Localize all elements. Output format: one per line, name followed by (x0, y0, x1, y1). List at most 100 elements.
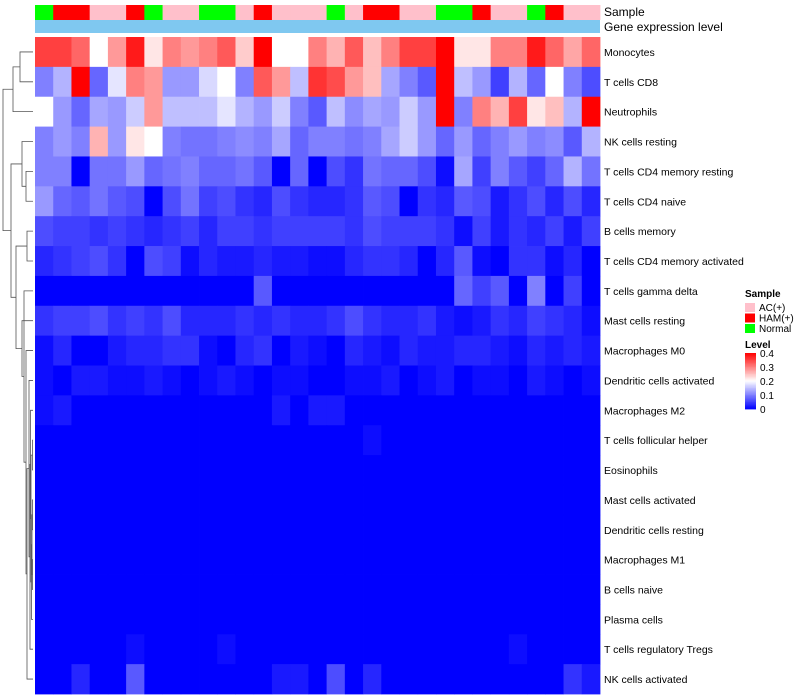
heatmap-cell (399, 604, 419, 635)
heatmap-cell (126, 604, 145, 635)
heatmap-cell (199, 574, 218, 605)
heatmap-cell (235, 246, 255, 277)
heatmap-cell (35, 544, 54, 575)
legend-level-tick-label: 0.1 (760, 391, 774, 402)
sample-annotation-cell (472, 5, 492, 20)
heatmap-cell (417, 544, 437, 575)
heatmap-cell (508, 96, 528, 127)
heatmap-cell (35, 126, 54, 157)
heatmap-cell (217, 544, 236, 575)
sample-annotation-cell (253, 5, 273, 20)
heatmap-cell (180, 126, 200, 157)
heatmap-cell (53, 484, 72, 516)
heatmap-cell (217, 664, 236, 695)
legend-sample-swatch (745, 303, 755, 312)
heatmap-cell (180, 634, 200, 665)
legend-level-colorbar: 0.4 0.3 0.2 0.1 0 (745, 349, 774, 416)
heatmap-cell (308, 156, 328, 187)
heatmap-cell (381, 514, 400, 546)
heatmap-cell (490, 156, 510, 187)
heatmap-cell (199, 365, 218, 396)
heatmap-cell (53, 574, 72, 605)
row-labels: Monocytes T cells CD8 Neutrophils NK cells … (604, 47, 744, 686)
heatmap-cell (271, 216, 291, 247)
row-label: B cells memory (604, 226, 677, 238)
heatmap-cell (144, 574, 163, 605)
heatmap-cell (126, 514, 145, 546)
legend-level-gradient-step (745, 389, 756, 392)
heatmap-cell (508, 365, 528, 396)
heatmap-cell (472, 574, 492, 605)
heatmap-cell (180, 455, 200, 486)
heatmap-cell (271, 96, 291, 127)
heatmap-cell (199, 156, 218, 187)
heatmap-cell (344, 275, 364, 307)
heatmap-cell (308, 365, 328, 396)
heatmap-cell (126, 305, 145, 337)
heatmap-cell (35, 156, 54, 187)
row-label: NK cells activated (604, 674, 688, 686)
heatmap-cell (126, 335, 145, 366)
heatmap-cell (71, 604, 91, 635)
heatmap-cell (344, 126, 364, 157)
heatmap-cell (326, 574, 346, 605)
heatmap-cell (35, 604, 54, 635)
heatmap-cell (290, 455, 309, 486)
heatmap-cell (454, 216, 473, 247)
legend-sample-swatch (745, 324, 755, 333)
heatmap-cell (271, 126, 291, 157)
heatmap-cell (381, 156, 400, 187)
legend-level-tick-label: 0 (760, 405, 766, 416)
heatmap-cell (144, 186, 163, 217)
heatmap-cell (381, 96, 400, 127)
heatmap-cell (107, 216, 127, 247)
heatmap-cell (53, 246, 72, 277)
heatmap-cell (71, 484, 91, 516)
row-dendrogram (2, 51, 33, 680)
heatmap-cell (217, 335, 236, 366)
heatmap-cell (162, 216, 182, 247)
heatmap-cell (35, 574, 54, 605)
heatmap-cell (399, 305, 419, 337)
heatmap-cell (107, 544, 127, 575)
heatmap-cell (35, 37, 54, 68)
heatmap-cell (253, 395, 273, 426)
heatmap-cell (326, 544, 346, 575)
heatmap-cell (527, 574, 546, 605)
legend-level-gradient-step (745, 381, 756, 383)
heatmap-cell (417, 37, 437, 68)
heatmap-cell (417, 484, 437, 516)
heatmap-cell (563, 514, 583, 546)
heatmap-cell (89, 246, 109, 277)
heatmap-cell (472, 186, 492, 217)
sample-annotation-cell (199, 5, 218, 20)
heatmap-cell (253, 634, 273, 665)
heatmap-cell (527, 455, 546, 486)
heatmap-cell (417, 634, 437, 665)
sample-annotation-cell (527, 5, 546, 20)
heatmap-cell (472, 305, 492, 337)
legend-level-gradient-step (745, 392, 756, 394)
heatmap-cell (472, 66, 492, 98)
heatmap-cell (472, 514, 492, 546)
heatmap-cell (290, 604, 309, 635)
heatmap-cell (199, 514, 218, 546)
heatmap-cell (53, 425, 72, 456)
legend-level-gradient-step (745, 393, 756, 396)
row-label: T cells CD4 naive (604, 196, 686, 208)
row-label: Dendritic cells resting (604, 525, 704, 537)
heatmap-cell (417, 66, 437, 98)
heatmap-cell (326, 37, 346, 68)
heatmap-cell (545, 335, 564, 366)
heatmap-cell (490, 37, 510, 68)
sample-annotation-cell (308, 5, 328, 20)
heatmap-cell (527, 604, 546, 635)
heatmap-cell (35, 96, 54, 127)
legend-level-gradient-step (745, 358, 756, 361)
heatmap-cell (89, 335, 109, 366)
heatmap-cell (180, 544, 200, 575)
sample-annotation-cell (126, 5, 145, 20)
heatmap-cell (344, 574, 364, 605)
heatmap-cell (508, 484, 528, 516)
heatmap-cell (435, 664, 455, 695)
